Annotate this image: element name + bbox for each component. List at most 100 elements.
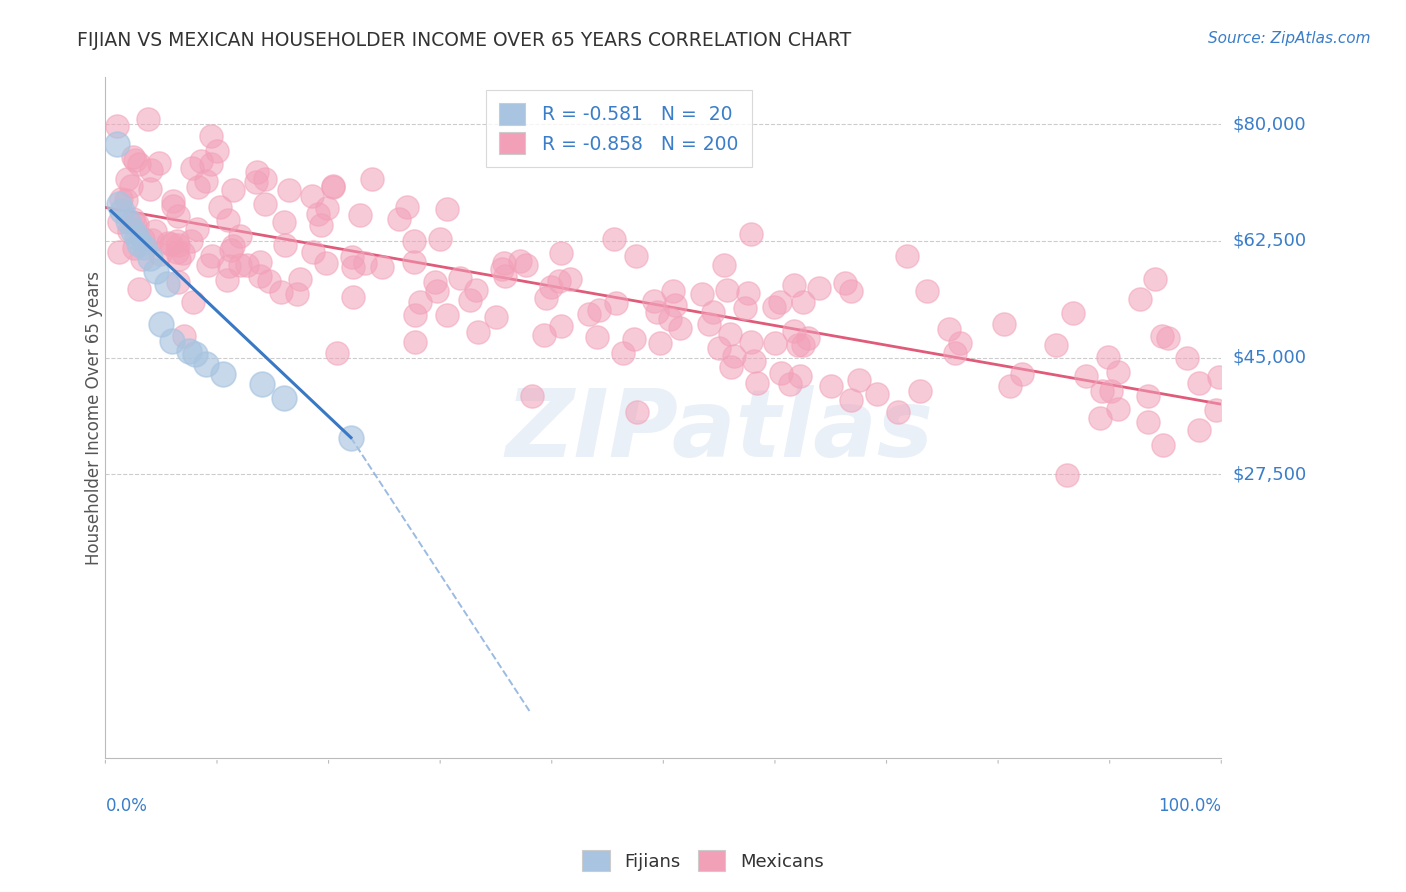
Text: 100.0%: 100.0% xyxy=(1159,797,1222,814)
Point xyxy=(236,258,259,272)
Point xyxy=(1107,402,1129,417)
Point xyxy=(209,201,232,215)
Point xyxy=(195,174,218,188)
Point xyxy=(290,272,312,286)
Point xyxy=(128,282,150,296)
Point xyxy=(110,192,132,206)
Point xyxy=(183,347,205,361)
Point xyxy=(197,259,219,273)
Point xyxy=(578,307,600,321)
Point xyxy=(515,258,537,272)
Text: FIJIAN VS MEXICAN HOUSEHOLDER INCOME OVER 65 YEARS CORRELATION CHART: FIJIAN VS MEXICAN HOUSEHOLDER INCOME OVE… xyxy=(77,31,852,50)
Point xyxy=(166,244,188,259)
Y-axis label: Householder Income Over 65 years: Householder Income Over 65 years xyxy=(86,270,103,565)
Point xyxy=(740,227,762,241)
Point xyxy=(404,334,426,349)
Point xyxy=(402,234,425,248)
Point xyxy=(423,275,446,289)
Point xyxy=(1091,384,1114,398)
Point xyxy=(122,224,145,238)
Point xyxy=(602,231,624,245)
Point xyxy=(117,214,139,228)
Point xyxy=(1129,292,1152,306)
Point xyxy=(779,377,801,392)
Point xyxy=(124,153,146,167)
Point xyxy=(395,201,418,215)
Point xyxy=(1136,415,1159,429)
Point xyxy=(253,197,276,211)
Point xyxy=(124,217,146,231)
Point xyxy=(612,346,634,360)
Point xyxy=(342,290,364,304)
Point xyxy=(200,157,222,171)
Point xyxy=(249,269,271,284)
Point xyxy=(139,251,162,265)
Point xyxy=(429,232,451,246)
Point xyxy=(302,245,325,260)
Point xyxy=(938,321,960,335)
Point xyxy=(650,335,672,350)
Point xyxy=(156,277,179,292)
Point xyxy=(1156,331,1178,345)
Point xyxy=(166,238,188,252)
Point xyxy=(222,239,245,253)
Text: $27,500: $27,500 xyxy=(1233,466,1306,483)
Point xyxy=(117,224,139,238)
Point xyxy=(148,156,170,170)
Point xyxy=(131,252,153,267)
Point xyxy=(783,277,806,292)
Point xyxy=(886,405,908,419)
Point xyxy=(792,294,814,309)
Point xyxy=(274,238,297,252)
Point xyxy=(910,384,932,399)
Point xyxy=(534,291,557,305)
Point xyxy=(162,199,184,213)
Point xyxy=(1205,402,1227,417)
Point xyxy=(1099,384,1122,398)
Text: Source: ZipAtlas.com: Source: ZipAtlas.com xyxy=(1208,31,1371,46)
Point xyxy=(626,405,648,419)
Text: $80,000: $80,000 xyxy=(1233,115,1306,133)
Point xyxy=(792,338,814,352)
Point xyxy=(1062,305,1084,319)
Point xyxy=(340,431,363,445)
Point xyxy=(325,346,347,360)
Point xyxy=(588,302,610,317)
Point xyxy=(643,293,665,308)
Point xyxy=(839,284,862,298)
Point xyxy=(723,349,745,363)
Point xyxy=(550,245,572,260)
Point xyxy=(200,129,222,144)
Point xyxy=(217,212,239,227)
Point xyxy=(458,293,481,307)
Point xyxy=(136,112,159,126)
Point xyxy=(737,285,759,300)
Point xyxy=(866,386,889,401)
Point xyxy=(658,311,681,326)
Point xyxy=(1107,365,1129,379)
Point xyxy=(141,233,163,247)
Point xyxy=(172,245,194,260)
Point xyxy=(605,295,627,310)
Point xyxy=(115,172,138,186)
Point xyxy=(107,215,129,229)
Text: $45,000: $45,000 xyxy=(1233,349,1306,367)
Point xyxy=(491,262,513,277)
Point xyxy=(250,377,273,392)
Point xyxy=(1088,411,1111,425)
Point xyxy=(139,163,162,178)
Point xyxy=(820,378,842,392)
Point xyxy=(128,157,150,171)
Point xyxy=(167,275,190,289)
Point xyxy=(533,327,555,342)
Point xyxy=(278,184,301,198)
Point xyxy=(998,379,1021,393)
Point xyxy=(167,252,190,267)
Point xyxy=(409,294,432,309)
Point xyxy=(834,276,856,290)
Point xyxy=(149,247,172,261)
Point xyxy=(215,272,238,286)
Point xyxy=(125,217,148,231)
Point xyxy=(1097,350,1119,364)
Point xyxy=(180,161,202,175)
